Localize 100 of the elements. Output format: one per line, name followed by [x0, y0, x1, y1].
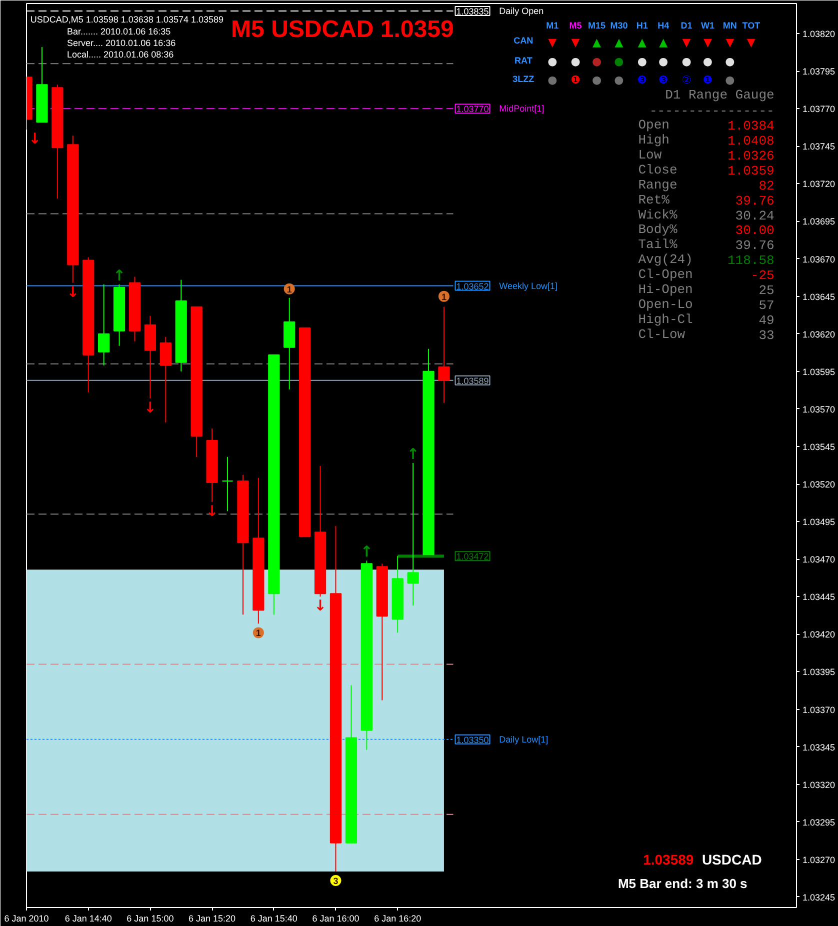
ref-line-label: Weekly Low[1]: [499, 280, 558, 291]
annotation: 39.76: [735, 238, 774, 254]
x-tick-label: 6 Jan 2010: [4, 914, 49, 924]
annotation: ↓: [144, 398, 156, 416]
annotation: 1: [441, 292, 446, 302]
annotation: 118.58: [728, 253, 774, 268]
x-tick-label: 6 Jan 15:00: [126, 914, 174, 924]
candlestick: [438, 306, 450, 404]
x-tick-label: 6 Jan 15:20: [188, 914, 236, 924]
candlestick: [222, 456, 234, 512]
annotation: M1: [546, 20, 559, 30]
annotation: M5 Bar end: 3 m 30 s: [618, 876, 748, 892]
annotation: 1: [256, 628, 261, 638]
annotation: ●: [548, 54, 558, 68]
y-tick-label: 1.03545: [802, 442, 836, 452]
y-tick-label: 1.03345: [802, 742, 836, 752]
text: USDCAD,M5 1.03598 1.03638 1.03574 1.03589: [30, 14, 224, 24]
y-tick-label: 1.03420: [802, 630, 836, 640]
annotation: 1.0359: [728, 163, 774, 178]
annotation: Server.... 2010.01.06 16:36: [67, 38, 176, 48]
x-tick-label: 6 Jan 16:20: [374, 914, 422, 924]
annotation: Range: [638, 177, 678, 192]
annotation: ●: [682, 54, 692, 68]
annotation: 49: [758, 312, 774, 328]
annotation: Body%: [638, 222, 678, 238]
annotation: ▼: [571, 36, 580, 49]
annotation: ▼: [704, 36, 712, 49]
annotation: ↓: [314, 596, 327, 615]
annotation: ❶: [702, 74, 713, 87]
annotation: RAT: [514, 55, 533, 66]
annotation: ▼: [746, 36, 756, 49]
ref-line-label: MidPoint[1]: [499, 104, 544, 114]
y-tick-label: 1.03445: [802, 592, 836, 602]
annotation: ▼: [726, 36, 735, 49]
annotation: 1.03472: [456, 552, 489, 562]
y-tick-label: 1.03295: [802, 817, 836, 828]
y-tick-label: 1.03595: [802, 366, 836, 377]
annotation: ●: [570, 54, 580, 68]
annotation: W1: [700, 20, 714, 30]
annotation: Cl-Low: [638, 326, 686, 342]
annotation: M15: [588, 20, 606, 30]
y-tick-label: 1.03495: [802, 517, 836, 528]
annotation: Cl-Open: [638, 267, 693, 282]
annotation: ▲: [638, 36, 647, 49]
annotation: M5 USDCAD 1.0359: [231, 16, 454, 43]
annotation: ▲: [659, 36, 668, 49]
annotation: TOT: [742, 20, 761, 30]
annotation: Avg(24): [638, 252, 693, 268]
annotation: M30: [610, 20, 628, 30]
y-tick-label: 1.03320: [802, 780, 836, 790]
annotation: ●: [592, 74, 602, 87]
annotation: Bar....... 2010.01.06 16:35: [67, 26, 171, 36]
annotation: ❸: [637, 74, 648, 87]
annotation: High: [638, 132, 670, 148]
annotation: ●: [614, 54, 624, 68]
annotation: 30.00: [735, 223, 774, 238]
y-tick-label: 1.03820: [802, 29, 836, 40]
candlestick: [407, 462, 419, 606]
annotation: 1.03350: [456, 734, 489, 745]
annotation: 1.03589: [456, 376, 489, 386]
annotation: ▲: [614, 36, 624, 49]
annotation: Ret%: [638, 192, 670, 208]
annotation: High-Cl: [638, 312, 694, 327]
x-tick-label: 6 Jan 16:00: [312, 914, 360, 924]
annotation: H1: [636, 20, 648, 30]
candlestick: [160, 336, 172, 423]
annotation: ↓: [66, 282, 80, 301]
annotation: Hi-Open: [638, 282, 693, 298]
y-tick-label: 1.03520: [802, 480, 836, 490]
y-tick-label: 1.03770: [802, 104, 836, 114]
y-tick-label: 1.03720: [802, 179, 836, 190]
y-tick-label: 1.03570: [802, 404, 836, 414]
annotation: 39.76: [735, 193, 774, 208]
annotation: Open-Lo: [638, 297, 693, 312]
annotation: H4: [658, 20, 670, 30]
annotation: Close: [638, 162, 678, 178]
annotation: ↓: [28, 130, 42, 148]
annotation: D1 Range Gauge: [665, 88, 774, 103]
annotation: ▼: [548, 36, 558, 49]
annotation: ●: [702, 54, 713, 68]
annotation: 1.0326: [728, 148, 774, 164]
annotation: ●: [548, 74, 558, 87]
annotation: 3: [333, 876, 338, 886]
annotation: MN: [722, 20, 737, 30]
annotation: Low: [638, 147, 662, 162]
annotation: CAN: [514, 35, 534, 46]
annotation: 1.03835: [456, 6, 489, 17]
annotation: 1.03589: [643, 852, 694, 868]
y-tick-label: 1.03670: [802, 254, 836, 264]
annotation: ↑: [406, 445, 420, 464]
annotation: D1: [680, 20, 692, 30]
annotation: ②: [682, 74, 692, 87]
y-tick-label: 1.03795: [802, 66, 836, 77]
y-tick-label: 1.03620: [802, 329, 836, 340]
annotation: Local..... 2010.01.06 08:36: [67, 49, 174, 60]
annotation: Tail%: [638, 237, 678, 252]
y-tick-label: 1.03245: [802, 892, 836, 902]
annotation: ----------------: [649, 104, 774, 119]
annotation: ▼: [682, 36, 692, 49]
annotation: ●: [614, 74, 624, 87]
